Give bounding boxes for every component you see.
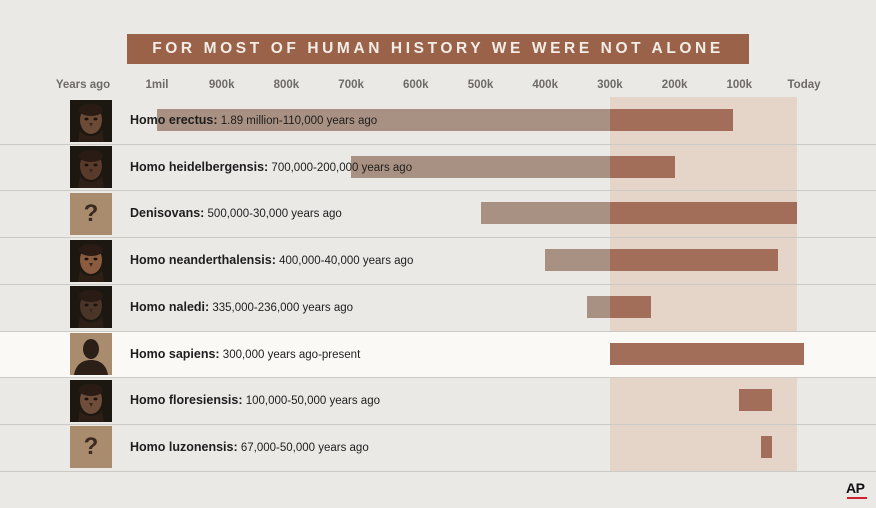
label-homo-naledi: Homo naledi: 335,000-236,000 years ago [130,296,353,318]
species-range: 700,000-200,000 years ago [268,161,413,174]
bar-homo-heidelbergensis-early [351,155,610,178]
species-name: Homo neanderthalensis: [130,253,276,268]
label-homo-erectus: Homo erectus: 1.89 million-110,000 years… [130,109,377,131]
bar-homo-naledi-early [587,295,610,318]
label-homo-luzonensis: Homo luzonensis: 67,000-50,000 years ago [130,436,369,458]
label-homo-floresiensis: Homo floresiensis: 100,000-50,000 years … [130,389,380,411]
species-range: 100,000-50,000 years ago [242,395,380,408]
bar-denisovans-early [480,202,610,225]
species-name: Homo luzonensis: [130,439,238,454]
unknown-species-icon: ? [70,426,112,469]
row-divider [0,143,876,145]
row-divider [0,470,876,472]
tick-label-200k: 200k [661,79,688,91]
species-range: 300,000 years ago-present [219,348,361,361]
species-range: 1.89 million-110,000 years ago [217,115,378,127]
bar-homo-neanderthalensis-early [545,249,610,272]
bar-denisovans-late [609,202,797,225]
tick-label-800k: 800k [273,79,300,91]
species-range: 335,000-236,000 years ago [209,301,354,314]
floresiensis-portrait-icon [70,379,112,422]
neanderthal-portrait-icon [70,239,112,282]
species-name: Homo naledi: [130,299,210,314]
tick-label-900k: 900k [208,79,235,91]
ap-logo: AP [846,480,865,496]
ap-logo-underline [847,497,867,499]
bar-homo-naledi-late [609,295,652,318]
row-divider [0,330,876,332]
naledi-portrait-icon [70,286,112,329]
species-name: Homo floresiensis: [130,393,243,408]
species-range: 400,000-40,000 years ago [275,255,414,268]
tick-label-400k: 400k [532,79,558,91]
erectus-portrait-icon [70,99,112,142]
tick-label-1mil: 1mil [145,79,169,91]
bar-homo-heidelbergensis-late [609,155,675,178]
row-divider [0,423,876,425]
label-denisovans: Denisovans: 500,000-30,000 years ago [130,202,342,224]
bar-homo-luzonensis-late [760,435,772,458]
row-divider [0,190,876,192]
tick-label-700k: 700k [338,79,364,91]
species-name: Denisovans: [130,206,205,221]
title-banner: FOR MOST OF HUMAN HISTORY WE WERE NOT AL… [127,34,749,64]
axis-title-years-ago: Years ago [55,79,111,91]
unknown-species-icon: ? [70,192,112,235]
bar-homo-erectus-early [157,109,610,131]
species-range: 500,000-30,000 years ago [204,208,342,221]
bar-homo-neanderthalensis-late [609,249,779,272]
row-divider [0,283,876,285]
label-homo-heidelbergensis: Homo heidelbergensis: 700,000-200,000 ye… [130,156,412,178]
tick-label-100k: 100k [726,79,753,91]
sapiens-silhouette-icon [70,333,112,375]
tick-label-300k: 300k [597,79,623,91]
chart-title: FOR MOST OF HUMAN HISTORY WE WERE NOT AL… [152,40,724,57]
bar-homo-sapiens-late [609,342,804,365]
tick-label-600k: 600k [403,79,429,91]
species-range: 67,000-50,000 years ago [237,441,369,454]
species-name: Homo erectus: [130,113,218,127]
row-divider [0,237,876,239]
label-homo-neanderthalensis: Homo neanderthalensis: 400,000-40,000 ye… [130,249,413,271]
bar-homo-erectus-late [609,109,733,131]
species-name: Homo sapiens: [130,346,220,361]
heidelbergensis-portrait-icon [70,146,112,189]
bar-homo-floresiensis-late [739,389,772,412]
tick-label-500k: 500k [467,79,494,91]
row-divider [0,377,876,379]
species-name: Homo heidelbergensis: [130,159,269,174]
tick-label-today: Today [787,79,821,91]
label-homo-sapiens: Homo sapiens: 300,000 years ago-present [130,343,360,365]
